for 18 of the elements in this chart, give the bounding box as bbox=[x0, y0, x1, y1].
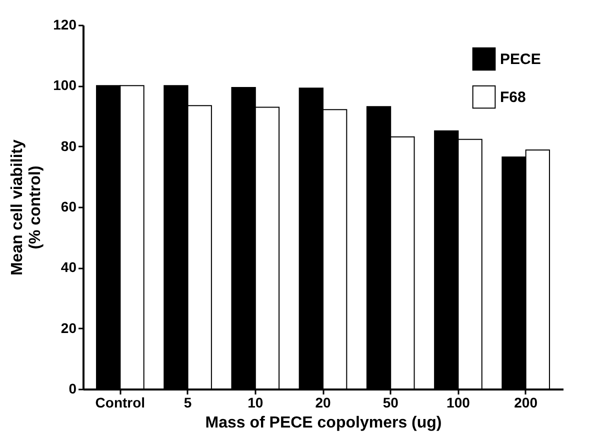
x-tick-label: Control bbox=[95, 394, 146, 410]
y-axis-title: Mean cell viability (% control) bbox=[9, 139, 44, 276]
x-tick-label: 100 bbox=[446, 394, 470, 410]
x-tick-label: 200 bbox=[514, 394, 538, 410]
x-axis-title: Mass of PECE copolymers (ug) bbox=[205, 414, 442, 432]
legend-label: F68 bbox=[500, 89, 526, 106]
x-tick-label: 10 bbox=[248, 394, 264, 410]
x-tick-label: 20 bbox=[315, 394, 331, 410]
y-tick-label: 20 bbox=[60, 320, 77, 336]
legend-label: PECE bbox=[500, 51, 541, 68]
x-tick-label: 5 bbox=[184, 394, 192, 410]
y-tick-label: 60 bbox=[60, 198, 77, 214]
y-tick-label: 120 bbox=[53, 16, 77, 32]
x-tick-label: 50 bbox=[382, 394, 399, 410]
y-tick-label: 100 bbox=[53, 77, 77, 94]
y-tick-label: 40 bbox=[60, 259, 77, 276]
y-tick-label: 0 bbox=[68, 380, 77, 396]
y-tick-label: 80 bbox=[60, 138, 77, 154]
